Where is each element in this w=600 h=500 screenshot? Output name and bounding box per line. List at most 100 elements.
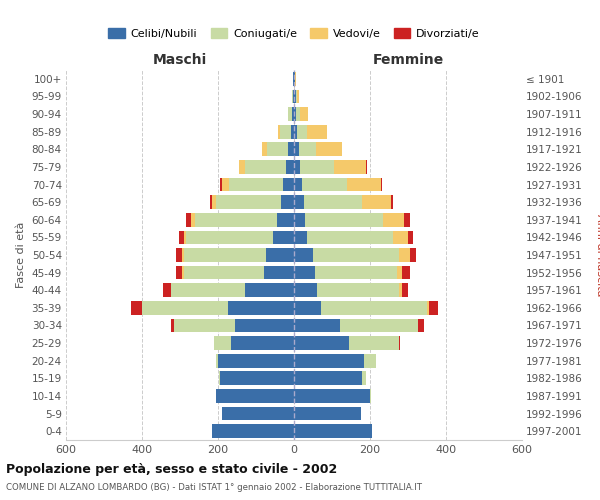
Bar [245,160,286,174]
Bar [364,354,376,368]
Bar [212,196,216,209]
Bar [292,90,293,104]
Bar [304,196,362,209]
Bar [296,90,297,104]
Bar [262,142,268,156]
Bar [294,178,302,192]
Bar [296,107,301,121]
Bar [294,213,305,226]
Bar [366,160,367,174]
Bar [191,213,195,226]
Bar [216,196,281,209]
Bar [229,178,283,192]
Bar [349,336,398,350]
Bar [370,389,371,403]
Bar [263,266,294,280]
Bar [170,284,245,297]
Bar [410,248,416,262]
Bar [294,406,361,420]
Bar [305,213,383,226]
Bar [347,178,382,192]
Bar [219,372,220,385]
Bar [362,372,366,385]
Bar [245,284,294,297]
Bar [383,213,404,226]
Bar [184,266,263,280]
Bar [294,354,364,368]
Bar [294,301,320,314]
Bar [278,125,280,138]
Bar [294,266,315,280]
Bar [286,160,294,174]
Bar [404,213,410,226]
Bar [403,284,408,297]
Bar [301,107,308,121]
Bar [283,178,294,192]
Bar [291,125,294,138]
Bar [398,248,410,262]
Bar [294,248,313,262]
Bar [170,318,175,332]
Bar [398,284,403,297]
Bar [176,266,182,280]
Bar [239,160,245,174]
Bar [427,301,429,314]
Bar [220,178,222,192]
Text: Maschi: Maschi [153,54,207,68]
Bar [211,196,212,209]
Bar [307,230,393,244]
Bar [334,160,366,174]
Bar [294,107,296,121]
Bar [294,336,349,350]
Bar [184,230,186,244]
Y-axis label: Anni di nascita: Anni di nascita [595,214,600,296]
Bar [292,107,294,121]
Bar [287,107,289,121]
Bar [315,266,397,280]
Bar [340,318,418,332]
Bar [235,318,294,332]
Legend: Celibi/Nubili, Coniugati/e, Vedovi/e, Divorziati/e: Celibi/Nubili, Coniugati/e, Vedovi/e, Di… [104,24,484,44]
Bar [295,72,296,86]
Bar [289,142,294,156]
Bar [294,318,340,332]
Bar [294,90,296,104]
Bar [294,196,304,209]
Text: COMUNE DI ALZANO LOMBARDO (BG) - Dati ISTAT 1° gennaio 2002 - Elaborazione TUTTI: COMUNE DI ALZANO LOMBARDO (BG) - Dati IS… [6,484,422,492]
Bar [293,90,294,104]
Bar [398,336,400,350]
Bar [429,301,439,314]
Bar [317,284,398,297]
Bar [222,178,229,192]
Bar [218,354,294,368]
Bar [232,336,294,350]
Bar [182,248,184,262]
Bar [294,424,372,438]
Bar [195,213,277,226]
Y-axis label: Fasce di età: Fasce di età [16,222,26,288]
Bar [294,72,295,86]
Bar [300,160,334,174]
Bar [294,372,362,385]
Bar [265,248,294,262]
Bar [397,266,403,280]
Bar [316,142,342,156]
Bar [212,424,294,438]
Bar [320,301,427,314]
Bar [186,230,273,244]
Text: Popolazione per età, sesso e stato civile - 2002: Popolazione per età, sesso e stato civil… [6,462,337,475]
Bar [273,230,294,244]
Bar [175,318,235,332]
Bar [294,389,370,403]
Bar [297,90,299,104]
Bar [131,301,142,314]
Bar [220,372,294,385]
Bar [418,318,424,332]
Bar [163,284,170,297]
Bar [307,125,328,138]
Bar [293,72,294,86]
Bar [294,142,299,156]
Text: Femmine: Femmine [373,54,443,68]
Bar [216,354,218,368]
Bar [214,336,232,350]
